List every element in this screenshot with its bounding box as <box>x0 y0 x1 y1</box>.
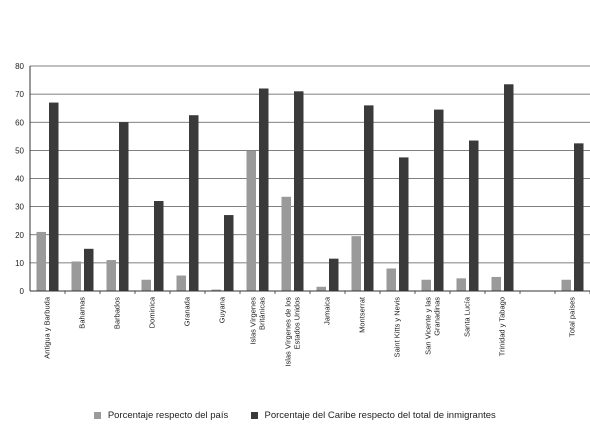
legend-label-caribbean: Porcentaje del Caribe respecto del total… <box>264 410 496 421</box>
y-tick-label: 0 <box>20 287 25 296</box>
x-category-label: Montserrat <box>358 296 367 333</box>
bar-series1 <box>421 279 431 291</box>
bar-series2 <box>224 215 234 291</box>
bars <box>36 84 584 291</box>
bar-series1 <box>106 260 116 291</box>
legend-label-country: Porcentaje respecto del país <box>107 410 229 421</box>
x-category-label-line: Dominica <box>148 296 157 328</box>
y-tick-label: 70 <box>15 90 24 99</box>
y-tick-label: 20 <box>15 231 24 240</box>
legend-item-country: Porcentaje respecto del país <box>94 410 228 421</box>
bar-series2 <box>119 122 129 291</box>
x-category-label: Dominica <box>148 296 157 328</box>
x-category-label: Islas VírgenesBritánicas <box>249 297 267 345</box>
bar-series1 <box>351 236 361 291</box>
bar-series1 <box>491 276 501 291</box>
bar-series2 <box>364 105 374 291</box>
x-category-label-line: Santa Lucía <box>463 296 472 337</box>
legend: Porcentaje respecto del país Porcentaje … <box>0 410 590 421</box>
x-category-label: Santa Lucía <box>463 296 472 337</box>
bar-series2 <box>469 140 479 291</box>
x-category-label: San Vicente y lasGranadinas <box>424 297 442 355</box>
bar-series1 <box>141 279 151 291</box>
x-category-label: Jamaica <box>323 296 332 325</box>
x-category-label: Guyana <box>218 296 227 323</box>
x-category-label-line: Bahamas <box>78 297 87 329</box>
axes <box>29 66 590 294</box>
bar-series2 <box>399 157 409 291</box>
bar-series2 <box>154 201 164 291</box>
y-tick-labels: 0 10 20 30 40 50 60 70 80 <box>15 62 24 296</box>
bar-series2 <box>434 109 444 291</box>
y-tick-label: 40 <box>15 175 24 184</box>
bar-series1 <box>36 231 46 291</box>
bar-series2 <box>329 258 339 291</box>
bar-series2 <box>574 143 584 291</box>
x-category-label: Granada <box>183 296 192 326</box>
x-category-label-line: San Vicente y las <box>424 297 433 355</box>
x-category-labels: Antigua y Barbuda Bahamas Barbados Dominica… <box>43 296 577 367</box>
x-category-label-line: Trinidad y Tabago <box>498 297 507 356</box>
x-category-label-line: Británicas <box>258 297 267 330</box>
y-tick-label: 60 <box>15 118 24 127</box>
x-category-label: Bahamas <box>78 297 87 329</box>
y-tick-label: 80 <box>15 62 24 71</box>
x-category-label: Total países <box>568 297 577 337</box>
x-category-label-line: Islas Vírgenes de los <box>284 297 293 367</box>
bar-series1 <box>71 261 81 291</box>
bar-series1 <box>211 289 221 291</box>
bar-series2 <box>49 102 59 291</box>
bar-series2 <box>259 88 269 291</box>
x-category-label-line: Antigua y Barbuda <box>43 296 52 359</box>
bar-series1 <box>281 196 291 291</box>
legend-item-caribbean: Porcentaje del Caribe respecto del total… <box>250 410 496 421</box>
bar-series1 <box>176 275 186 291</box>
x-category-label-line: Barbados <box>113 297 122 329</box>
x-category-label-line: Saint Kitts y Nevis <box>393 297 402 358</box>
x-category-label: Trinidad y Tabago <box>498 297 507 356</box>
x-category-label-line: Jamaica <box>323 296 332 325</box>
x-category-label: Saint Kitts y Nevis <box>393 297 402 358</box>
bar-series2 <box>504 84 514 291</box>
bar-series1 <box>456 278 466 291</box>
x-category-label-line: Estados Unidos <box>293 297 302 350</box>
x-category-label-line: Guyana <box>218 296 227 323</box>
bar-series1 <box>561 279 571 291</box>
x-category-label-line: Islas Vírgenes <box>249 297 258 345</box>
bar-series1 <box>246 150 256 291</box>
bar-series1 <box>316 286 326 291</box>
x-category-label-line: Total países <box>568 297 577 337</box>
x-category-label: Islas Vírgenes de losEstados Unidos <box>284 297 302 367</box>
bar-series2 <box>294 91 304 291</box>
x-category-label-line: Granadinas <box>433 297 442 336</box>
x-category-label-line: Montserrat <box>358 296 367 333</box>
x-category-label: Antigua y Barbuda <box>43 296 52 359</box>
bar-series2 <box>84 248 94 291</box>
x-category-label-line: Granada <box>183 296 192 326</box>
legend-swatch-country <box>94 411 102 419</box>
bar-series1 <box>386 268 396 291</box>
y-tick-label: 50 <box>15 146 24 155</box>
bar-series2 <box>189 115 199 291</box>
y-tick-label: 10 <box>15 259 24 268</box>
x-category-label: Barbados <box>113 297 122 329</box>
y-tick-label: 30 <box>15 203 24 212</box>
bar-chart: 0 10 20 30 40 50 60 70 80 Antigua y Barbuda Baham… <box>15 62 590 367</box>
legend-swatch-caribbean <box>250 411 258 419</box>
